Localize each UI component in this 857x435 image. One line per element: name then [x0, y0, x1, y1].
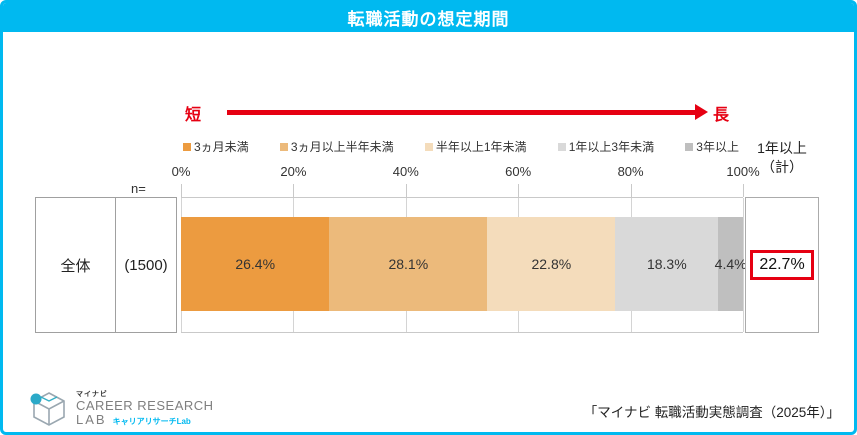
- total-value: 22.7%: [759, 256, 805, 273]
- x-tick-label: 60%: [505, 164, 532, 179]
- x-tick-label: 40%: [392, 164, 419, 179]
- legend-label: 3年以上: [696, 140, 739, 154]
- bar-segment: 4.4%: [715, 217, 747, 311]
- legend-label: 3ヵ月未満: [194, 140, 249, 154]
- legend-swatch-icon: [279, 142, 288, 151]
- legend-swatch-icon: [183, 142, 191, 151]
- logo-brand-line2: LAB キャリアリサーチLab: [76, 411, 214, 427]
- bar-segment: 18.3%: [615, 217, 719, 311]
- logo-brand-small: マイナビ: [76, 390, 108, 398]
- long-label: 長: [713, 107, 730, 124]
- logo-text: マイナビ CAREER RESEARCH LAB キャリアリサーチLab: [76, 391, 214, 427]
- legend-swatch-icon: [557, 142, 566, 151]
- legend: 3ヵ月未満 3ヵ月以上半年未満 半年以上1年未満 1年以上3年未満 3年以上: [183, 138, 739, 155]
- x-tick-mark: [630, 184, 632, 197]
- x-tick-mark: [293, 184, 295, 197]
- legend-label: 半年以上1年未満: [435, 140, 527, 154]
- x-tick-mark: [518, 184, 520, 197]
- bar-segment: 22.8%: [487, 217, 616, 311]
- short-to-long-arrow: [227, 110, 695, 115]
- legend-label: 3ヵ月以上半年未満: [290, 140, 394, 154]
- legend-item: 1年以上3年未満: [557, 138, 655, 155]
- legend-swatch-icon: [685, 142, 694, 151]
- arrow-head-icon: [695, 104, 708, 120]
- title-bar: 転職活動の想定期間: [3, 3, 854, 32]
- row-category-label: 全体: [36, 198, 116, 332]
- stacked-bar: 26.4% 28.1% 22.8% 18.3% 4.4%: [181, 217, 747, 311]
- mynavi-cube-icon: [30, 392, 65, 426]
- total-header-line2: （計）: [761, 158, 803, 175]
- legend-item: 3ヵ月以上半年未満: [279, 138, 394, 155]
- logo-brand-sub: キャリアリサーチLab: [112, 416, 191, 426]
- row-n-value: (1500): [124, 256, 168, 274]
- bar-segment: 28.1%: [329, 217, 488, 311]
- source-citation: 「マイナビ 転職活動実態調査（2025年）」: [583, 405, 840, 420]
- total-value-highlight: 22.7%: [750, 250, 814, 280]
- x-tick-label: 100%: [726, 164, 760, 179]
- legend-swatch-icon: [424, 142, 433, 151]
- x-tick-mark: [405, 184, 407, 197]
- x-tick-mark: [181, 184, 182, 197]
- legend-item: 半年以上1年未満: [424, 138, 527, 155]
- page-title: 転職活動の想定期間: [347, 10, 510, 29]
- total-column-cell: 22.7%: [745, 197, 819, 333]
- n-equals-label: n=: [131, 181, 146, 196]
- x-tick-label: 0%: [171, 164, 191, 179]
- x-tick-label: 20%: [280, 164, 307, 179]
- legend-item: 3ヵ月未満: [183, 138, 249, 155]
- plot-area: 26.4% 28.1% 22.8% 18.3% 4.4%: [181, 197, 747, 333]
- logo-lab-text: LAB: [76, 411, 107, 427]
- x-tick-label: 80%: [617, 164, 644, 179]
- short-label: 短: [185, 107, 202, 124]
- gridline: [743, 198, 744, 332]
- career-research-lab-logo: マイナビ CAREER RESEARCH LAB キャリアリサーチLab: [29, 390, 214, 428]
- legend-label: 1年以上3年未満: [568, 140, 655, 154]
- total-column-header: 1年以上 （計）: [743, 139, 821, 177]
- x-tick-mark: [743, 184, 744, 197]
- logo-brand-line1: CAREER RESEARCH: [76, 397, 214, 413]
- category-table: 全体 (1500): [35, 197, 177, 333]
- legend-item: 3年以上: [685, 138, 739, 155]
- total-header-line1: 1年以上: [757, 140, 807, 156]
- bar-segment: 26.4%: [181, 217, 330, 311]
